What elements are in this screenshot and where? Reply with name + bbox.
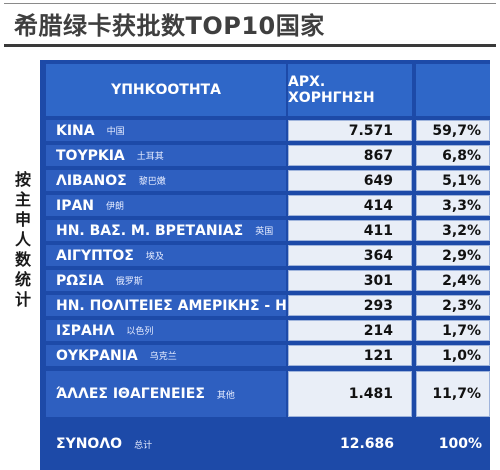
country-cell: ΛΙΒΑΝΟΣ 黎巴嫩 [46,170,286,191]
country-name-zh: 其他 [216,390,235,401]
country-name-zh: 黎巴嫩 [138,177,166,187]
country-cell: ΗΝ. ΒΑΣ. Μ. ΒΡΕΤΑΝΙΑΣ 英国 [46,220,286,241]
table-row: ΚΙΝΑ 中国 7.571 59,7% [40,120,490,141]
title-divider [4,44,496,47]
side-label-char: 主 [14,190,31,209]
country-cell: ΗΝ. ΠΟΛΙΤΕΙΕΣ ΑΜΕΡΙΚΗΣ - ΗΠΑ美国 [46,295,286,316]
country-cell: ΤΟΥΡΚΙΑ 土耳其 [46,145,286,166]
country-name: ΗΝ. ΒΑΣ. Μ. ΒΡΕΤΑΝΙΑΣ [56,222,244,239]
percent-cell: 5,1% [416,170,490,191]
count-cell: 121 [288,345,412,366]
table-row: ΗΝ. ΒΑΣ. Μ. ΒΡΕΤΑΝΙΑΣ 英国 411 3,2% [40,220,490,241]
percent-cell: 3,2% [416,220,490,241]
country-name-zh: 英国 [255,227,274,237]
country-cell: ΆΛΛΕΣ ΙΘΑΓΕΝΕΙΕΣ 其他 [46,371,286,417]
country-name: ΡΩΣΙΑ [56,272,104,289]
table-row: ΙΣΡΑΗΛ 以色列 214 1,7% [40,320,490,341]
total-percent: 100% [416,422,490,466]
side-label-char: 统 [14,270,31,289]
table-row-total: ΣΥΝΟΛΟ 总计 12.686 100% [40,422,490,466]
count-cell: 1.481 [288,371,412,417]
side-label: 按 主 申 人 数 统 计 [10,170,36,310]
percent-cell: 2,4% [416,270,490,291]
country-cell: ΙΣΡΑΗΛ 以色列 [46,320,286,341]
country-name: ΤΟΥΡΚΙΑ [56,147,125,164]
percent-cell: 1,0% [416,345,490,366]
page-title: 希腊绿卡获批数TOP10国家 [14,12,325,40]
statistics-table: ΥΠΗΚΟΟΤΗΤΑ ΑΡΧ. ΧΟΡΗΓΗΣΗ ΚΙΝΑ 中国 7.571 59… [40,60,490,470]
total-label-cell: ΣΥΝΟΛΟ 总计 [46,422,286,466]
count-cell: 7.571 [288,120,412,141]
percent-cell: 6,8% [416,145,490,166]
table-header: ΥΠΗΚΟΟΤΗΤΑ ΑΡΧ. ΧΟΡΗΓΗΣΗ [40,64,490,116]
title-top-rule [4,3,496,4]
table-row: ΗΝ. ΠΟΛΙΤΕΙΕΣ ΑΜΕΡΙΚΗΣ - ΗΠΑ美国 293 2,3% [40,295,490,316]
count-cell: 649 [288,170,412,191]
percent-cell: 11,7% [416,371,490,417]
table-row: ΙΡΑΝ 伊朗 414 3,3% [40,195,490,216]
country-name: ΑΙΓΥΠΤΟΣ [56,247,134,264]
percent-cell: 59,7% [416,120,490,141]
count-cell: 414 [288,195,412,216]
total-label-zh: 总计 [134,440,153,451]
side-label-char: 人 [14,230,31,249]
country-cell: ΟΥΚΡΑΝΙΑ 乌克兰 [46,345,286,366]
country-name: ΆΛΛΕΣ ΙΘΑΓΕΝΕΙΕΣ [56,386,205,402]
table-row: ΡΩΣΙΑ 俄罗斯 301 2,4% [40,270,490,291]
country-name: ΛΙΒΑΝΟΣ [56,172,127,189]
country-cell: ΙΡΑΝ 伊朗 [46,195,286,216]
country-name: ΗΝ. ΠΟΛΙΤΕΙΕΣ ΑΜΕΡΙΚΗΣ - ΗΠΑ [56,297,286,314]
count-cell: 411 [288,220,412,241]
header-percent [416,64,490,116]
percent-cell: 2,9% [416,245,490,266]
header-count: ΑΡΧ. ΧΟΡΗΓΗΣΗ [288,64,412,116]
count-cell: 301 [288,270,412,291]
country-name-zh: 俄罗斯 [115,277,143,287]
percent-cell: 3,3% [416,195,490,216]
table-row: ΤΟΥΡΚΙΑ 土耳其 867 6,8% [40,145,490,166]
side-label-char: 申 [14,210,31,229]
total-count: 12.686 [288,422,412,466]
country-name-zh: 以色列 [126,327,154,337]
header-country: ΥΠΗΚΟΟΤΗΤΑ [46,64,286,116]
count-cell: 364 [288,245,412,266]
percent-cell: 2,3% [416,295,490,316]
side-label-char: 计 [14,290,31,309]
side-label-char: 数 [14,250,31,269]
country-name-zh: 伊朗 [106,202,125,212]
country-name-zh: 中国 [106,127,125,137]
country-name: ΙΣΡΑΗΛ [56,322,115,339]
country-name-zh: 土耳其 [136,152,164,162]
country-cell: ΚΙΝΑ 中国 [46,120,286,141]
count-cell: 867 [288,145,412,166]
count-cell: 293 [288,295,412,316]
country-cell: ΡΩΣΙΑ 俄罗斯 [46,270,286,291]
count-cell: 214 [288,320,412,341]
percent-cell: 1,7% [416,320,490,341]
total-label: ΣΥΝΟΛΟ [56,436,123,452]
table-row-others: ΆΛΛΕΣ ΙΘΑΓΕΝΕΙΕΣ 其他 1.481 11,7% [40,371,490,417]
country-name: ΚΙΝΑ [56,122,95,139]
side-label-char: 按 [14,170,31,189]
country-name-zh: 乌克兰 [149,352,177,362]
country-name: ΟΥΚΡΑΝΙΑ [56,347,138,364]
table-row: ΟΥΚΡΑΝΙΑ 乌克兰 121 1,0% [40,345,490,366]
country-name-zh: 埃及 [145,252,164,262]
country-name: ΙΡΑΝ [56,197,95,214]
country-cell: ΑΙΓΥΠΤΟΣ 埃及 [46,245,286,266]
table-row: ΑΙΓΥΠΤΟΣ 埃及 364 2,9% [40,245,490,266]
table-row: ΛΙΒΑΝΟΣ 黎巴嫩 649 5,1% [40,170,490,191]
